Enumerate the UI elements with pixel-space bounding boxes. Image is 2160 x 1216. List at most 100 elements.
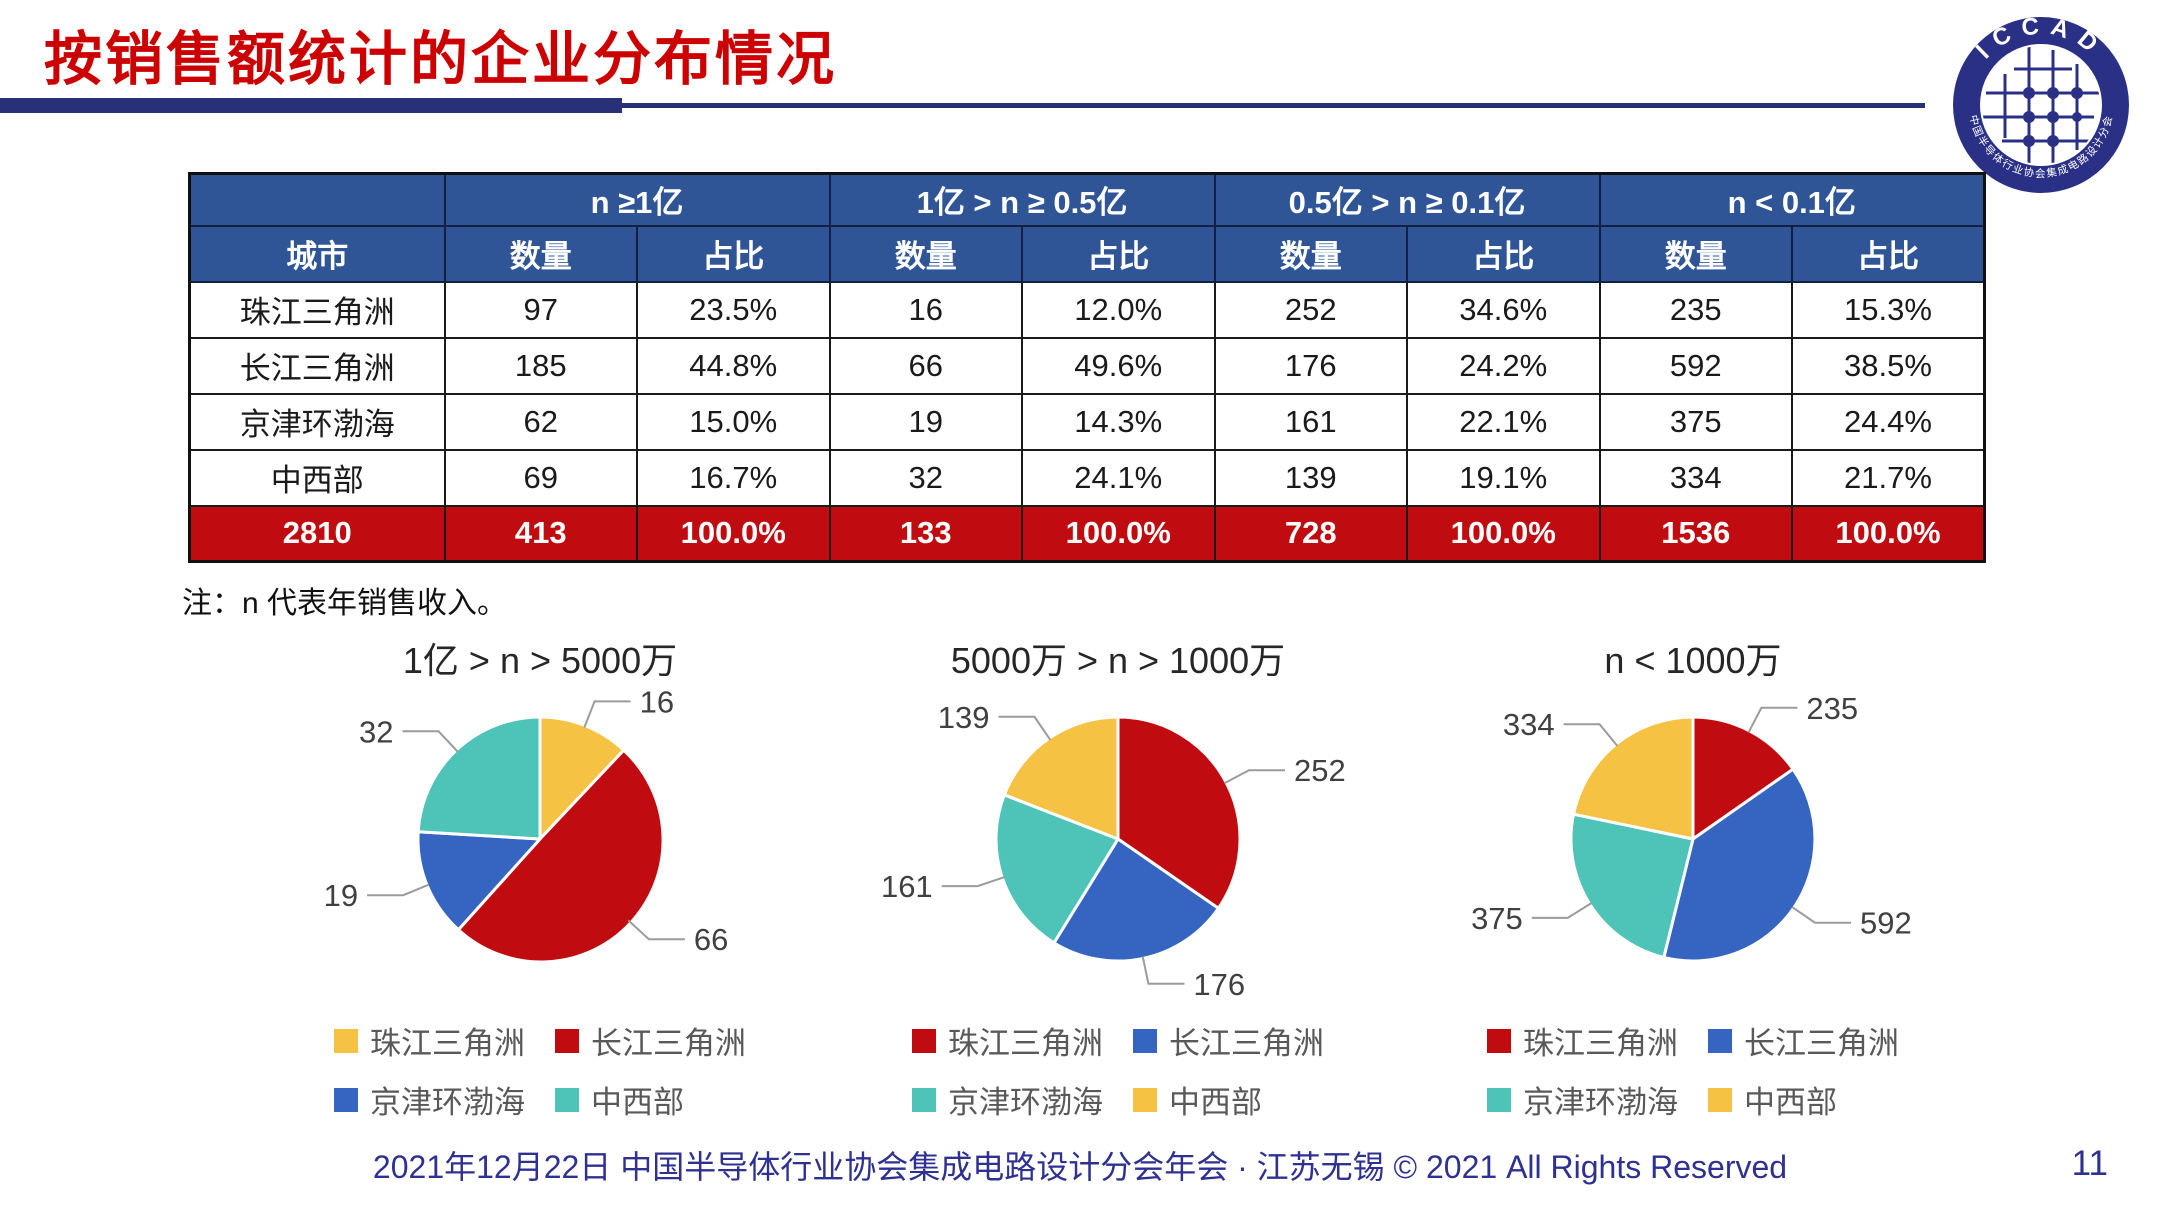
value-cell: 252 xyxy=(1213,280,1408,339)
iccad-logo: ICCAD 中国半导体行业协会集成电路设计分会 xyxy=(1952,12,2130,194)
legend-label: 珠江三角洲 xyxy=(370,1026,525,1061)
value-cell: 235 xyxy=(1598,280,1793,339)
table-row: 长江三角洲 185 44.8% 66 49.6% 176 24.2% 592 38.5% xyxy=(188,336,1986,395)
leader-line xyxy=(941,876,1005,888)
leader-line xyxy=(367,883,430,897)
legend-label: 中西部 xyxy=(1744,1085,1837,1120)
leader-line xyxy=(1791,906,1851,924)
pie-chart-block-1: 1亿 > n > 5000万 16 66 19 32 珠江三角洲 长江三角洲 京津环渤海 中… xyxy=(245,632,835,1122)
total-cell: 133 xyxy=(828,504,1023,563)
subheader-cell: 数量 xyxy=(828,224,1023,283)
group-header-cell: 0.5亿 > n ≥ 0.1亿 xyxy=(1213,172,1601,227)
value-cell: 24.1% xyxy=(1021,448,1216,507)
table-subheader-row: 城市 数量 占比 数量 占比 数量 占比 数量 占比 xyxy=(188,224,1986,283)
pie-chart-svg: 252 176 161 139 xyxy=(881,700,1346,1002)
value-cell: 66 xyxy=(828,336,1023,395)
legend-item: 中西部 xyxy=(555,1077,746,1122)
slice-value-label: 19 xyxy=(324,878,358,913)
group-header-cell: n < 0.1亿 xyxy=(1598,172,1986,227)
value-cell: 16.7% xyxy=(636,448,831,507)
value-cell: 38.5% xyxy=(1791,336,1986,395)
legend-swatch-icon xyxy=(1708,1028,1732,1053)
chart-title: 1亿 > n > 5000万 xyxy=(402,640,678,681)
value-cell: 15.3% xyxy=(1791,280,1986,339)
table-row: 京津环渤海 62 15.0% 19 14.3% 161 22.1% 375 24.4% xyxy=(188,392,1986,451)
value-cell: 62 xyxy=(443,392,638,451)
value-cell: 592 xyxy=(1598,336,1793,395)
slice-value-label: 176 xyxy=(1193,967,1245,1002)
value-cell: 34.6% xyxy=(1406,280,1601,339)
note-text: 注：n 代表年销售收入。 xyxy=(182,587,508,620)
legend-label: 珠江三角洲 xyxy=(948,1026,1103,1061)
legend-label: 珠江三角洲 xyxy=(1523,1026,1678,1061)
legend-item: 珠江三角洲 xyxy=(334,1018,525,1063)
slice-value-label: 139 xyxy=(938,700,990,735)
slice-value-label: 334 xyxy=(1503,707,1555,742)
leader-line xyxy=(627,919,685,941)
subheader-cell: 占比 xyxy=(1406,224,1601,283)
chart-legend: 珠江三角洲 长江三角洲 京津环渤海 中西部 xyxy=(245,1018,835,1122)
chart-title: 5000万 > n > 1000万 xyxy=(950,640,1286,681)
leader-line xyxy=(998,715,1052,741)
leader-line xyxy=(1223,769,1285,785)
leader-line xyxy=(1563,723,1619,747)
leader-line xyxy=(1141,956,1185,985)
value-cell: 24.2% xyxy=(1406,336,1601,395)
value-cell: 21.7% xyxy=(1791,448,1986,507)
slice-value-label: 161 xyxy=(881,869,933,904)
stats-table: n ≥1亿 1亿 > n ≥ 0.5亿 0.5亿 > n ≥ 0.1亿 n < … xyxy=(188,172,1986,563)
legend-label: 京津环渤海 xyxy=(1523,1085,1678,1120)
legend-label: 长江三角洲 xyxy=(1744,1026,1899,1061)
title-underline-thin xyxy=(622,103,1925,108)
value-cell: 16 xyxy=(828,280,1023,339)
city-cell: 京津环渤海 xyxy=(188,392,446,451)
legend-swatch-icon xyxy=(1708,1087,1732,1112)
value-cell: 24.4% xyxy=(1791,392,1986,451)
value-cell: 19.1% xyxy=(1406,448,1601,507)
legend-swatch-icon xyxy=(912,1087,936,1112)
pie-slice xyxy=(416,715,542,841)
total-cell: 2810 xyxy=(188,504,446,563)
legend-swatch-icon xyxy=(1487,1028,1511,1053)
table-row: 珠江三角洲 97 23.5% 16 12.0% 252 34.6% 235 15.3% xyxy=(188,280,1986,339)
legend-item: 京津环渤海 xyxy=(334,1077,525,1122)
slice-value-label: 592 xyxy=(1860,906,1912,941)
legend-swatch-icon xyxy=(1487,1087,1511,1112)
pie-chart-svg: 16 66 19 32 xyxy=(324,684,728,964)
table-body: 珠江三角洲 97 23.5% 16 12.0% 252 34.6% 235 15.3% 长江三角洲… xyxy=(188,280,1986,563)
legend-swatch-icon xyxy=(1133,1087,1157,1112)
slice-value-label: 235 xyxy=(1806,691,1858,726)
value-cell: 14.3% xyxy=(1021,392,1216,451)
legend-swatch-icon xyxy=(912,1028,936,1053)
legend-label: 京津环渤海 xyxy=(948,1085,1103,1120)
value-cell: 139 xyxy=(1213,448,1408,507)
slice-value-label: 32 xyxy=(359,714,393,749)
city-header-cell: 城市 xyxy=(188,224,446,283)
value-cell: 19 xyxy=(828,392,1023,451)
subheader-cell: 占比 xyxy=(1791,224,1986,283)
value-cell: 185 xyxy=(443,336,638,395)
subheader-cell: 数量 xyxy=(1598,224,1793,283)
table-row: 中西部 69 16.7% 32 24.1% 139 19.1% 334 21.7% xyxy=(188,448,1986,507)
city-cell: 珠江三角洲 xyxy=(188,280,446,339)
pie-chart-block-3: n < 1000万 235 592 375 334 珠江三角洲 长江三角洲 京津环渤海 中西… xyxy=(1398,632,1988,1122)
table-total-row: 2810 413 100.0% 133 100.0% 728 100.0% 1536 100.0… xyxy=(188,504,1986,563)
value-cell: 375 xyxy=(1598,392,1793,451)
value-cell: 176 xyxy=(1213,336,1408,395)
value-cell: 32 xyxy=(828,448,1023,507)
value-cell: 23.5% xyxy=(636,280,831,339)
pie-chart-block-2: 5000万 > n > 1000万 252 176 161 139 珠江三角洲 长江三角… xyxy=(823,632,1413,1122)
table-group-header-row: n ≥1亿 1亿 > n ≥ 0.5亿 0.5亿 > n ≥ 0.1亿 n < … xyxy=(188,172,1986,227)
total-cell: 100.0% xyxy=(1021,504,1216,563)
legend-swatch-icon xyxy=(555,1028,579,1053)
group-header-cell: 1亿 > n ≥ 0.5亿 xyxy=(828,172,1216,227)
legend-label: 长江三角洲 xyxy=(1169,1026,1324,1061)
slice-value-label: 16 xyxy=(640,684,674,719)
footer-text: 2021年12月22日 中国半导体行业协会集成电路设计分会年会 · 江苏无锡 ©… xyxy=(372,1149,1788,1185)
title-underline-thick xyxy=(0,98,622,113)
total-cell: 413 xyxy=(443,504,638,563)
city-cell: 长江三角洲 xyxy=(188,336,446,395)
chart-legend: 珠江三角洲 长江三角洲京津环渤海 中西部 xyxy=(1398,1018,1988,1122)
legend-item: 长江三角洲 xyxy=(555,1018,746,1063)
legend-label: 中西部 xyxy=(591,1085,684,1120)
